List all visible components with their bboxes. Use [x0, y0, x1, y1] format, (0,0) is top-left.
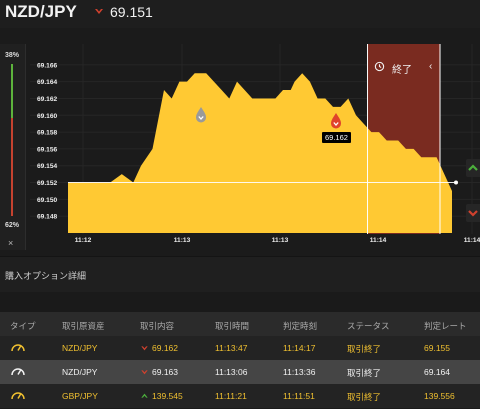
y-tick-label: 69.162	[37, 96, 58, 103]
row-judge-time: 11:11:51	[283, 391, 315, 401]
row-judge-rate: 69.164	[424, 367, 450, 377]
ratio-bar-high	[11, 64, 13, 118]
header-bar: NZD/JPY 69.151	[0, 0, 480, 28]
section-bar: 購入オプション詳細	[0, 256, 480, 292]
end-label: 終了	[392, 65, 412, 76]
current-price: 69.151	[110, 4, 153, 20]
header-status: ステータス	[347, 321, 390, 331]
low-side-button[interactable]	[466, 204, 480, 222]
ratio-panel: 38% 62% ×	[0, 44, 26, 250]
up-arrow-icon	[140, 391, 152, 401]
high-side-button[interactable]	[466, 159, 480, 177]
header-judge-time: 判定時刻	[283, 321, 318, 331]
y-tick-label: 69.148	[37, 214, 58, 221]
gauge-icon	[10, 365, 26, 379]
up-arrow-icon	[468, 164, 478, 171]
y-tick-label: 69.156	[37, 146, 58, 153]
row-rate: 69.163	[152, 367, 178, 377]
current-point	[454, 180, 458, 185]
row-asset: NZD/JPY	[62, 343, 98, 353]
y-tick-label: 69.152	[37, 180, 58, 187]
chevron-left-icon[interactable]: ‹	[429, 61, 433, 72]
gray-drop-pin-icon	[196, 107, 206, 123]
row-status: 取引終了	[347, 392, 382, 402]
row-asset: NZD/JPY	[62, 367, 98, 377]
down-arrow-icon	[140, 343, 152, 353]
y-tick-label: 69.154	[37, 163, 58, 170]
table-row[interactable]: NZD/JPY 69.162 11:13:47 11:14:17 取引終了 69.155	[0, 336, 480, 360]
y-tick-label: 69.150	[37, 197, 58, 204]
table-row[interactable]: GBP/JPY 139.545 11:11:21 11:11:51 取引終了 139.55…	[0, 384, 480, 408]
header-judge-rate: 判定レート	[424, 321, 467, 331]
row-trade-time: 11:13:06	[215, 367, 248, 377]
clock-icon	[374, 61, 385, 72]
table-header: タイプ 取引原資産 取引内容 取引時間 判定時刻 ステータス 判定レート	[0, 312, 480, 336]
header-content: 取引内容	[140, 321, 175, 331]
ratio-bottom-label: 62%	[5, 222, 20, 229]
table-row[interactable]: NZD/JPY 69.163 11:13:06 11:13:36 取引終了 69.164	[0, 360, 480, 384]
header-asset: 取引原資産	[62, 321, 105, 331]
down-arrow-icon	[95, 9, 103, 14]
row-content: 69.162	[140, 343, 178, 353]
y-tick-label: 69.166	[37, 62, 58, 69]
x-tick-label: 11:12	[75, 237, 92, 244]
y-tick-label: 69.164	[37, 79, 58, 86]
row-judge-rate: 139.556	[424, 391, 455, 401]
red-drop-pin-icon	[331, 113, 341, 129]
purchase-table: タイプ 取引原資産 取引内容 取引時間 判定時刻 ステータス 判定レート NZD…	[0, 312, 480, 408]
gauge-icon	[10, 341, 26, 355]
x-tick-label: 11:13	[272, 237, 289, 244]
row-judge-time: 11:13:36	[283, 367, 316, 377]
y-tick-label: 69.158	[37, 130, 58, 137]
x-tick-label: 11:14	[464, 237, 480, 244]
row-asset: GBP/JPY	[62, 391, 98, 401]
price-chart[interactable]: 69.166 69.164 69.162 69.160 69.158 69.156 69.1…	[0, 28, 480, 256]
row-trade-time: 11:13:47	[215, 343, 248, 353]
x-tick-label: 11:13	[174, 237, 191, 244]
row-judge-time: 11:14:17	[283, 343, 316, 353]
pair-title: NZD/JPY	[5, 2, 77, 21]
x-tick-label: 11:14	[370, 237, 387, 244]
ratio-top-label: 38%	[5, 52, 20, 59]
row-rate: 69.162	[152, 343, 178, 353]
section-title: 購入オプション詳細	[5, 271, 87, 281]
close-ratio-button[interactable]: ×	[8, 238, 14, 248]
row-judge-rate: 69.155	[424, 343, 450, 353]
row-status: 取引終了	[347, 344, 382, 354]
chart-area[interactable]: 69.166 69.164 69.162 69.160 69.158 69.156 69.1…	[0, 28, 480, 256]
row-rate: 139.545	[152, 391, 183, 401]
gauge-icon	[10, 389, 26, 403]
price-area	[68, 73, 452, 233]
header-type: タイプ	[10, 321, 36, 331]
y-tick-label: 69.160	[37, 113, 58, 120]
row-trade-time: 11:11:21	[215, 391, 247, 401]
row-content: 139.545	[140, 391, 183, 401]
down-arrow-icon	[140, 367, 152, 377]
down-arrow-icon	[468, 210, 478, 217]
row-content: 69.163	[140, 367, 178, 377]
row-status: 取引終了	[347, 368, 382, 378]
entry-price-tag: 69.162	[322, 132, 351, 143]
header-trade-time: 取引時間	[215, 321, 250, 331]
ratio-bar-low	[11, 118, 13, 216]
